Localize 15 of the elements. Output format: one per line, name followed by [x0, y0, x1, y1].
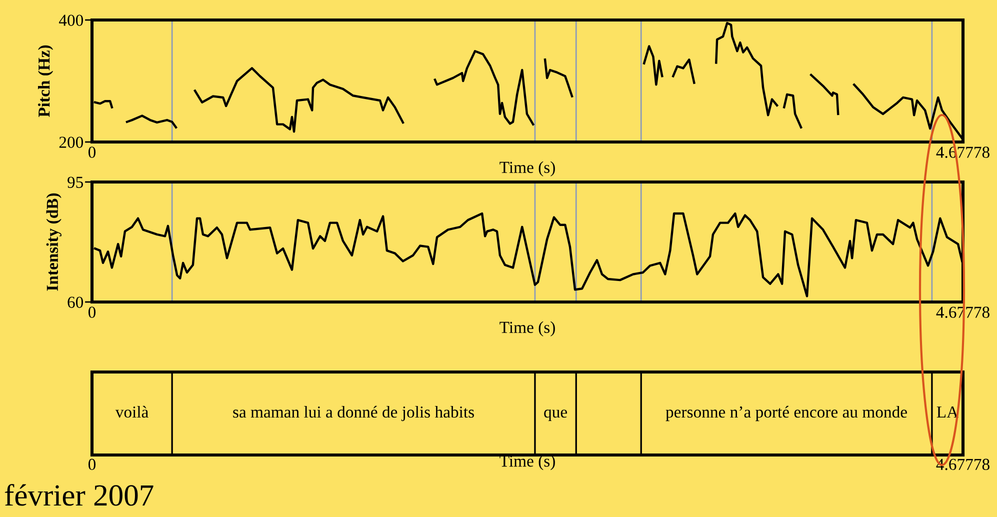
- y-tick-label: 200: [59, 136, 84, 148]
- category-label: personne n’a porté encore au monde: [666, 406, 907, 422]
- y-tick-label: 400: [58, 14, 84, 26]
- x-axis-title: Time (s): [500, 321, 555, 336]
- y-axis-title: Intensity (dB): [46, 193, 62, 291]
- y-axis-title: Pitch (Hz): [38, 45, 54, 118]
- y-tick-label: 95: [68, 176, 84, 188]
- text: 4.67778: [936, 458, 990, 470]
- category-label: que: [544, 409, 567, 422]
- category-label: sa maman lui a donné de jolis habits: [233, 406, 474, 422]
- x-axis-title: Time (s): [500, 161, 555, 176]
- text: février 2007: [4, 484, 154, 506]
- y-tick-label: 60: [68, 296, 84, 308]
- category-label: voilà: [115, 406, 148, 418]
- text: 0: [88, 458, 96, 470]
